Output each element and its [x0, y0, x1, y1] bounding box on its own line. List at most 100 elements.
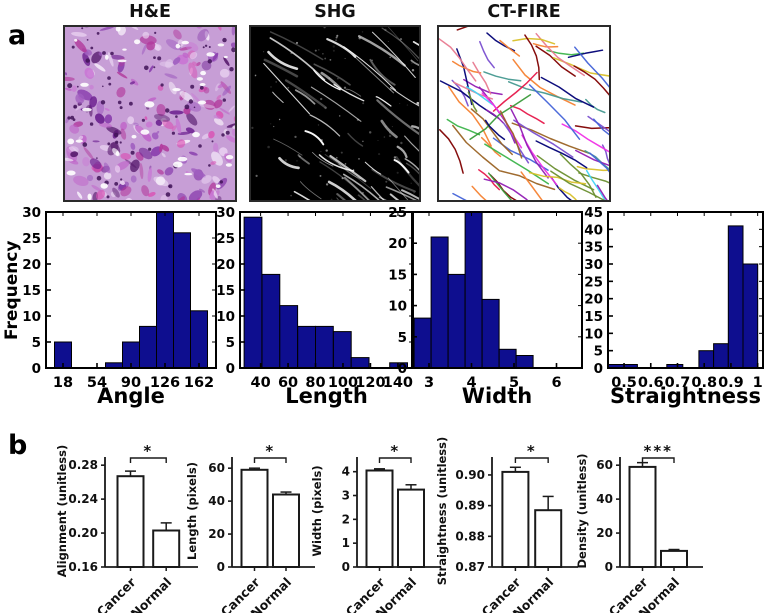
histogram-bar [742, 263, 759, 369]
straightness-bar-chart: 0.87 0.88 0.89 0.90 Cancer Normal * Straightnes… [435, 430, 585, 613]
panel-b-label: b [8, 430, 28, 461]
y-tick-label: 20 [584, 292, 603, 308]
y-tick-label: 0 [226, 361, 235, 377]
ctfire-traced-fibers-image [437, 25, 611, 202]
y-tick-label: 5 [398, 330, 407, 346]
ctfire-fibers [439, 27, 609, 200]
significance-stars: * [527, 442, 537, 460]
x-tick-label: 0.9 [718, 375, 744, 391]
y-tick-label: 20 [208, 527, 225, 541]
y-tick-label: 1 [342, 536, 350, 550]
histogram-bar [156, 211, 174, 369]
bar-straightness-svg: 0.870.880.890.90CancerNormal*Straightnes… [435, 437, 578, 613]
y-tick-label: 20 [388, 236, 407, 252]
histogram-bar [698, 350, 715, 369]
x-tick-label: 60 [278, 375, 298, 391]
x-axis-title: Width [462, 384, 532, 408]
y-tick-label: 0.24 [68, 492, 98, 506]
y-tick-label: 30 [216, 206, 235, 221]
angle-histogram: 18 54 90 126 162 0 5 10 15 20 25 30 Angle [10, 206, 222, 414]
histogram-bar [515, 355, 534, 369]
x-tick-label: 0.5 [611, 375, 637, 391]
shg-fibers [251, 27, 419, 200]
y-tick-label: 40 [584, 222, 603, 238]
y-tick-label: 20 [596, 526, 613, 540]
y-tick-label: 10 [584, 326, 603, 342]
x-tick-label: 0.8 [691, 375, 717, 391]
y-tick-label: 30 [22, 206, 41, 221]
y-tick-label: 0 [217, 560, 225, 574]
x-tick-label: 54 [87, 375, 107, 391]
y-axis-title: Straightness (unitless) [435, 437, 449, 586]
histogram-bar [139, 325, 157, 369]
y-axis-title: Density (unitless) [575, 453, 589, 568]
y-tick-label: 0.89 [455, 499, 485, 513]
density-bar-chart: 0 20 40 60 Cancer Normal *** Density (unitless) [575, 430, 710, 613]
hist-angle-svg: 18 54 90 126 162 0 5 10 15 20 25 30 Angle [22, 206, 217, 408]
plot-frame [607, 211, 764, 369]
significance-bracket [641, 457, 675, 463]
length-bar-chart: 0 20 40 60 Cancer Normal * Length (pixels) [185, 430, 320, 613]
y-tick-label: 45 [584, 206, 603, 221]
y-tick-label: 15 [584, 309, 603, 325]
hne-title: H&E [129, 2, 171, 22]
x-axis-title: Angle [97, 384, 165, 408]
histogram-bar [332, 331, 352, 369]
y-tick-label: 0.20 [68, 526, 98, 540]
y-axis-title: Length (pixels) [185, 462, 199, 560]
y-tick-label: 0 [594, 361, 603, 377]
significance-stars: * [390, 442, 400, 460]
histogram-bar [481, 298, 500, 369]
bar-cancer [628, 465, 657, 568]
significance-bracket [129, 457, 167, 463]
y-tick-label: 4 [342, 465, 350, 479]
y-tick-label: 25 [216, 231, 235, 247]
y-tick-label: 0 [342, 560, 350, 574]
shg-microscopy-image [249, 25, 421, 202]
bar-cancer [365, 469, 394, 568]
axis-ticks [46, 211, 216, 369]
significance-stars: *** [643, 442, 673, 460]
significance-bracket [253, 457, 287, 463]
y-axis-title: Alignment (unitless) [55, 445, 69, 577]
axis-ticks [412, 211, 582, 369]
y-tick-label: 3 [342, 489, 350, 503]
axis-ticks [608, 211, 763, 369]
histogram-bars [607, 225, 759, 369]
bar-normal [534, 509, 563, 568]
shg-title: SHG [314, 2, 356, 22]
histogram-bars [54, 211, 208, 369]
y-tick-label: 10 [388, 299, 407, 315]
plot-frame [411, 211, 583, 369]
histogram-bar [173, 232, 191, 369]
histogram-bar [727, 225, 744, 369]
y-tick-label: 0 [605, 560, 613, 574]
y-tick-label: 25 [584, 274, 603, 290]
bar-cancer [116, 475, 145, 569]
significance-stars: * [143, 442, 153, 460]
x-tick-label: 120 [355, 375, 385, 391]
bar-normal [272, 493, 300, 568]
y-tick-label: 15 [216, 283, 235, 299]
x-tick-label: 80 [305, 375, 325, 391]
histogram-bar [713, 343, 729, 369]
histogram-bars [413, 211, 534, 369]
y-tick-label: 25 [22, 231, 41, 247]
x-axis-title: Length [285, 384, 368, 408]
histogram-bar [315, 325, 334, 369]
histogram-bars [243, 216, 408, 369]
panel-a-label: a [8, 20, 27, 51]
x-tick-label: 140 [383, 375, 413, 391]
significance-bracket [378, 457, 412, 463]
hist-straightness-svg: 0.5 0.6 0.7 0.8 0.9 1051015202530354045Straig… [584, 206, 764, 408]
y-tick-label: 0.16 [68, 560, 98, 574]
histogram-bar [413, 317, 432, 369]
y-tick-label: 2 [342, 512, 350, 526]
hne-texture [65, 27, 235, 200]
y-tick-label: 10 [216, 309, 235, 325]
y-tick-label: 5 [594, 344, 603, 360]
x-axis-title: Straightness [610, 384, 761, 408]
y-tick-label: 0.87 [455, 560, 485, 574]
